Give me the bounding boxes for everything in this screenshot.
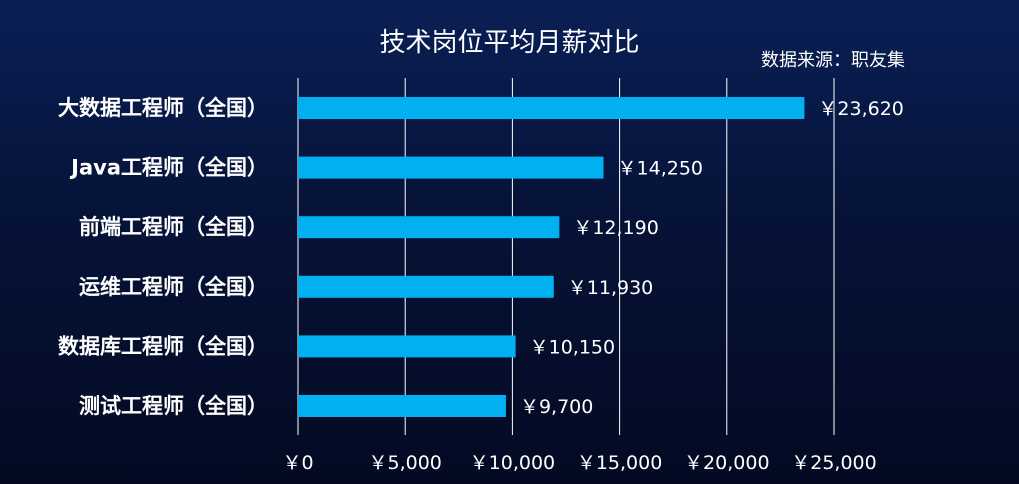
value-labels: ￥23,620 ￥14,250 ￥12,190 ￥11,930 ￥10,150 ￥9,70… <box>520 98 904 418</box>
x-tick-label-5: ￥25,000 <box>791 452 876 474</box>
gridlines <box>297 78 835 435</box>
value-label-0: ￥23,620 <box>818 98 903 120</box>
category-label-2: 前端工程师（全国） <box>79 215 268 239</box>
category-label-3: 运维工程师（全国） <box>79 275 268 299</box>
category-label-0: 大数据工程师（全国） <box>58 96 268 120</box>
category-label-1: Java工程师（全国） <box>69 156 268 180</box>
bar-2 <box>298 216 560 239</box>
x-tick-label-1: ￥5,000 <box>368 452 441 474</box>
bar-4 <box>298 335 516 358</box>
value-label-3: ￥11,930 <box>568 277 653 299</box>
category-label-5: 测试工程师（全国） <box>79 394 268 418</box>
x-tick-label-2: ￥10,000 <box>470 452 555 474</box>
value-label-5: ￥9,700 <box>520 396 593 418</box>
x-axis-tick-labels: ￥0 ￥5,000 ￥10,000 ￥15,000 ￥20,000 ￥25,000 <box>282 452 876 474</box>
bar-3 <box>298 275 554 298</box>
bar-5 <box>298 395 506 417</box>
bars <box>298 97 805 417</box>
x-tick-label-3: ￥15,000 <box>577 452 662 474</box>
category-labels: 大数据工程师（全国） Java工程师（全国） 前端工程师（全国） 运维工程师（全国） 数… <box>58 96 268 418</box>
value-label-1: ￥14,250 <box>618 158 703 180</box>
x-tick-label-4: ￥20,000 <box>684 452 769 474</box>
bar-1 <box>298 156 604 179</box>
chart-source: 数据来源：职友集 <box>761 50 905 71</box>
x-tick-label-0: ￥0 <box>282 452 313 474</box>
value-label-2: ￥12,190 <box>573 217 658 239</box>
chart-title: 技术岗位平均月薪对比 <box>379 28 640 58</box>
bar-0 <box>298 97 805 119</box>
category-label-4: 数据库工程师（全国） <box>58 334 268 358</box>
value-label-4: ￥10,150 <box>530 336 615 358</box>
